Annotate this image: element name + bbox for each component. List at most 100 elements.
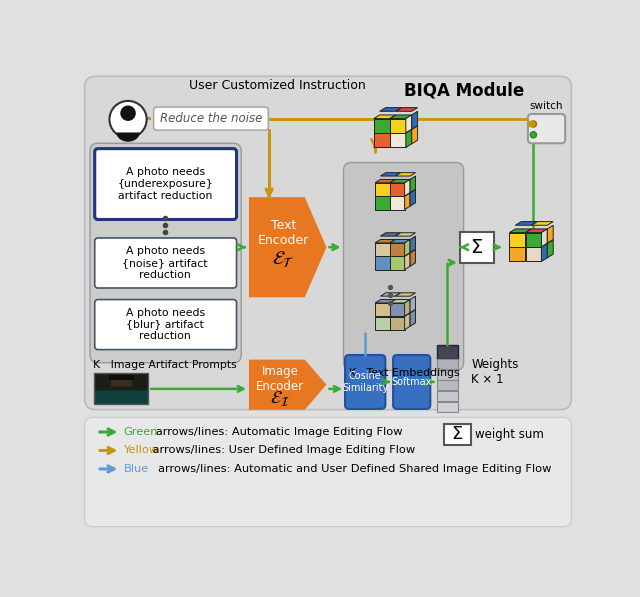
- Polygon shape: [380, 233, 401, 236]
- Circle shape: [109, 101, 147, 138]
- Polygon shape: [396, 293, 415, 296]
- Bar: [509, 233, 525, 247]
- Text: User Customized Instruction: User Customized Instruction: [189, 79, 366, 92]
- Bar: [375, 243, 390, 256]
- Text: weight sum: weight sum: [476, 428, 544, 441]
- FancyBboxPatch shape: [528, 114, 565, 143]
- Polygon shape: [515, 221, 537, 225]
- Text: A photo needs
{blur} artifact
reduction: A photo needs {blur} artifact reduction: [125, 308, 205, 341]
- Polygon shape: [375, 300, 395, 303]
- FancyBboxPatch shape: [154, 107, 268, 130]
- Bar: [390, 196, 404, 210]
- Text: arrows/lines: Automatic and User Defined Shared Image Editing Flow: arrows/lines: Automatic and User Defined…: [140, 464, 552, 474]
- Polygon shape: [410, 296, 415, 313]
- Polygon shape: [404, 180, 410, 196]
- Polygon shape: [390, 115, 412, 119]
- Bar: [374, 133, 390, 147]
- Bar: [375, 183, 390, 196]
- FancyBboxPatch shape: [84, 417, 572, 527]
- FancyBboxPatch shape: [90, 143, 241, 363]
- Text: Text
Encoder: Text Encoder: [258, 219, 310, 247]
- Text: Blue: Blue: [124, 464, 148, 474]
- Polygon shape: [375, 239, 395, 243]
- Polygon shape: [410, 250, 415, 266]
- Text: K   Image Artifact Prompts: K Image Artifact Prompts: [93, 360, 237, 370]
- Polygon shape: [390, 180, 410, 183]
- Bar: [436, 359, 458, 369]
- Bar: [390, 257, 404, 270]
- Polygon shape: [412, 126, 417, 144]
- Text: $\mathcal{E}_\mathcal{I}$: $\mathcal{E}_\mathcal{I}$: [270, 389, 290, 408]
- Bar: [375, 196, 390, 210]
- Polygon shape: [404, 193, 410, 210]
- Polygon shape: [410, 236, 415, 253]
- Text: Image
Encoder: Image Encoder: [256, 365, 304, 393]
- Bar: [436, 402, 458, 412]
- Text: Weights
K × 1: Weights K × 1: [472, 358, 519, 386]
- FancyBboxPatch shape: [393, 355, 430, 409]
- Polygon shape: [509, 229, 531, 233]
- Text: arrows/lines: User Defined Image Editing Flow: arrows/lines: User Defined Image Editing…: [149, 445, 415, 456]
- Bar: [436, 391, 458, 401]
- Bar: [390, 303, 404, 316]
- Text: Green: Green: [124, 427, 158, 437]
- Bar: [375, 257, 390, 270]
- Polygon shape: [390, 300, 410, 303]
- Polygon shape: [547, 240, 553, 258]
- Text: $\Sigma$: $\Sigma$: [451, 425, 463, 444]
- FancyBboxPatch shape: [95, 149, 237, 220]
- Polygon shape: [396, 107, 417, 111]
- Bar: [390, 119, 406, 133]
- Bar: [436, 370, 458, 380]
- Polygon shape: [541, 229, 547, 247]
- Polygon shape: [404, 313, 410, 330]
- FancyBboxPatch shape: [344, 162, 463, 370]
- Bar: [444, 423, 470, 445]
- Polygon shape: [380, 293, 401, 296]
- Polygon shape: [406, 130, 412, 147]
- Text: BIQA Module: BIQA Module: [403, 81, 524, 99]
- Polygon shape: [380, 173, 401, 176]
- Polygon shape: [547, 225, 553, 243]
- Bar: [375, 303, 390, 316]
- Polygon shape: [375, 180, 395, 183]
- FancyBboxPatch shape: [95, 300, 237, 350]
- Polygon shape: [249, 359, 326, 410]
- Bar: [436, 345, 458, 359]
- Polygon shape: [531, 221, 553, 225]
- Bar: [94, 374, 148, 404]
- Text: $\mathcal{E}_\mathcal{T}$: $\mathcal{E}_\mathcal{T}$: [273, 250, 295, 270]
- Polygon shape: [406, 115, 412, 133]
- Polygon shape: [404, 300, 410, 316]
- Bar: [525, 233, 541, 247]
- Circle shape: [531, 121, 536, 127]
- FancyBboxPatch shape: [345, 355, 385, 409]
- Polygon shape: [525, 229, 547, 233]
- Polygon shape: [410, 176, 415, 193]
- Polygon shape: [541, 244, 547, 261]
- Polygon shape: [396, 173, 415, 176]
- Bar: [390, 316, 404, 330]
- Bar: [390, 133, 406, 147]
- Polygon shape: [390, 239, 410, 243]
- Polygon shape: [380, 107, 401, 111]
- Text: Cosine
Similarity: Cosine Similarity: [342, 371, 388, 393]
- Text: Yellow: Yellow: [124, 445, 159, 456]
- Text: arrows/lines: Automatic Image Editing Flow: arrows/lines: Automatic Image Editing Fl…: [145, 427, 402, 437]
- Polygon shape: [116, 133, 140, 141]
- Polygon shape: [374, 115, 396, 119]
- Text: K   Text Embeddings: K Text Embeddings: [349, 368, 460, 378]
- Bar: [374, 119, 390, 133]
- Bar: [525, 247, 541, 261]
- Circle shape: [531, 132, 536, 138]
- Polygon shape: [404, 253, 410, 270]
- Circle shape: [120, 106, 136, 121]
- Bar: [460, 232, 494, 263]
- Bar: [375, 316, 390, 330]
- Polygon shape: [410, 190, 415, 206]
- Text: A photo needs
{noise} artifact
reduction: A photo needs {noise} artifact reduction: [122, 247, 208, 279]
- Bar: [509, 247, 525, 261]
- Text: Reduce the noise: Reduce the noise: [160, 112, 262, 125]
- Circle shape: [529, 121, 534, 127]
- FancyBboxPatch shape: [84, 76, 572, 410]
